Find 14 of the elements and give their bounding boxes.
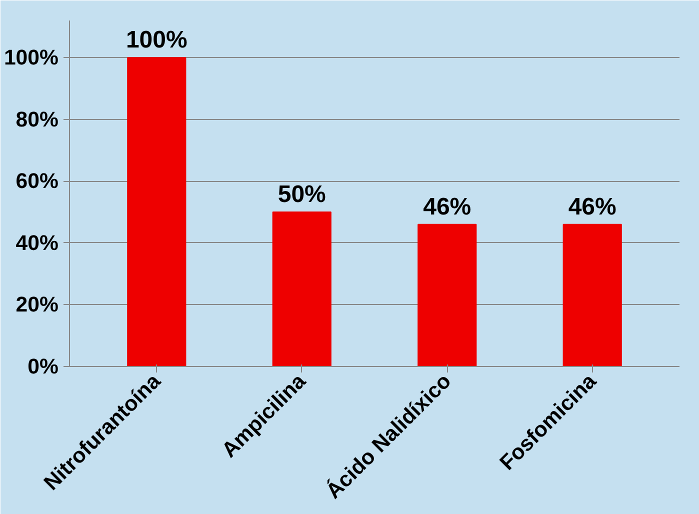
y-tick-label: 0% xyxy=(28,354,59,378)
bar xyxy=(418,224,477,366)
data-label: 46% xyxy=(568,193,616,220)
data-label: 100% xyxy=(126,26,188,54)
data-label: 50% xyxy=(278,181,326,208)
bar xyxy=(562,224,622,366)
bar xyxy=(127,57,186,366)
data-label: 46% xyxy=(423,193,472,220)
y-tick-label: 20% xyxy=(16,292,59,317)
y-tick-label: 40% xyxy=(16,230,59,255)
bar xyxy=(272,212,332,366)
y-tick-label: 100% xyxy=(4,46,59,70)
y-tick-label: 60% xyxy=(16,169,59,194)
y-tick-label: 80% xyxy=(16,107,59,132)
